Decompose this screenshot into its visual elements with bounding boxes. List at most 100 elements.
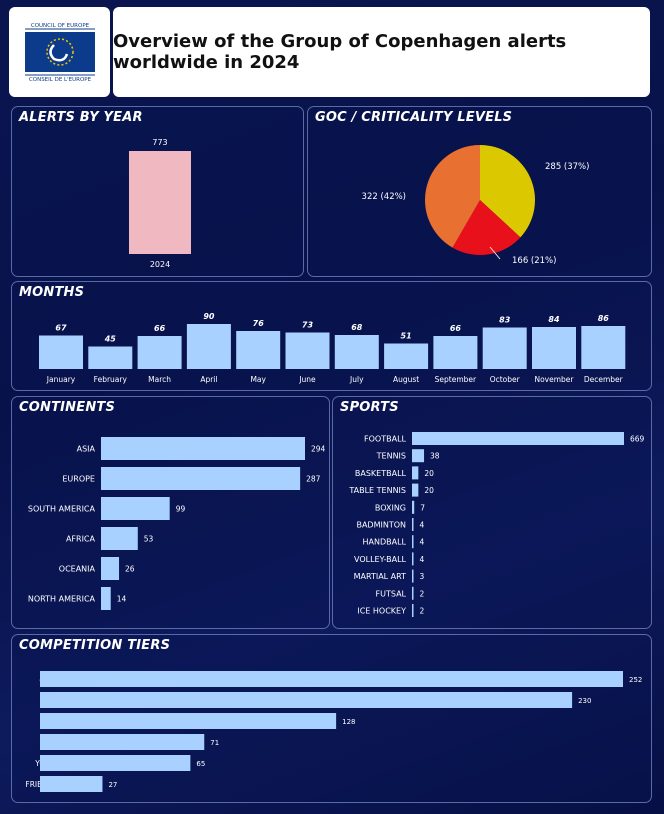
data-label: 4 xyxy=(420,555,425,564)
data-label: 99 xyxy=(176,505,186,514)
data-label-month: 83 xyxy=(499,316,511,325)
bar-month-January xyxy=(39,335,83,369)
category-label: TENNIS xyxy=(376,452,406,461)
tick-label-month: October xyxy=(490,375,521,384)
category-label: FUTSAL xyxy=(376,589,407,598)
bar-continents-2 xyxy=(101,497,170,520)
data-label-month: 68 xyxy=(351,323,363,332)
panel-months: MONTHS 67 January 45 February 66 March 90 April… xyxy=(11,281,652,391)
data-label: 20 xyxy=(424,486,434,495)
bar-sports-3 xyxy=(412,483,419,497)
bar-sports-7 xyxy=(412,552,414,566)
bar-month-August xyxy=(384,343,429,369)
header-title-box: Overview of the Group of Copenhagen aler… xyxy=(113,7,650,97)
bar-sports-2 xyxy=(412,466,419,480)
data-label: 230 xyxy=(578,697,591,705)
data-label: 287 xyxy=(306,475,321,484)
bar-sports-10 xyxy=(412,604,414,617)
page-title: Overview of the Group of Copenhagen aler… xyxy=(113,31,567,73)
bar-tiers-0 xyxy=(40,671,623,687)
category-label: BADMINTON xyxy=(356,521,406,530)
tick-label-month: September xyxy=(435,375,477,384)
data-label-month: 66 xyxy=(154,324,166,333)
category-label: TABLE TENNIS xyxy=(348,486,406,495)
bar-tiers-3 xyxy=(40,734,205,750)
pie-slice-0 xyxy=(480,145,535,238)
bar-month-June xyxy=(285,332,330,369)
data-label-month: 76 xyxy=(253,319,265,328)
bar-month-December xyxy=(581,326,626,369)
data-label-month: 51 xyxy=(401,332,412,341)
chart-competition-tiers: 4 & +25212302128371YOUTH65FRIENDLY27 xyxy=(25,671,642,792)
data-label: 252 xyxy=(629,676,642,684)
bar-sports-9 xyxy=(412,586,414,600)
data-label-month: 84 xyxy=(548,315,560,324)
data-label: 4 xyxy=(420,538,425,547)
bar-sports-5 xyxy=(412,518,414,531)
bar-tiers-5 xyxy=(40,776,103,792)
chart-months: 67 January 45 February 66 March 90 April 76 May 73… xyxy=(39,312,626,384)
data-label-month: 66 xyxy=(450,324,462,333)
tick-label-month: February xyxy=(94,375,128,384)
pie-slice-1 xyxy=(452,200,521,255)
category-label: FOOTBALL xyxy=(364,435,407,444)
panel-sports: SPORTS FOOTBALL 669 TENNIS 38 BASKETBALL 20 TA… xyxy=(332,396,652,629)
chart-sports: FOOTBALL 669 TENNIS 38 BASKETBALL 20 TABLE TEN… xyxy=(348,432,645,617)
panel-competition-tiers: COMPETITION TIERS 4 & +25212302128371YOU… xyxy=(11,634,652,803)
tick-label-month: June xyxy=(298,375,316,384)
pie-leader-line xyxy=(489,246,501,260)
pie-label-0: 285 (37%) xyxy=(545,162,589,172)
category-label: VOLLEY-BALL xyxy=(354,555,407,564)
bar-month-February xyxy=(88,346,133,369)
bar-sports-6 xyxy=(412,535,414,549)
data-label: 38 xyxy=(430,452,440,461)
bar-month-November xyxy=(532,327,576,369)
data-label: 669 xyxy=(630,435,645,444)
bar-tiers-1 xyxy=(40,692,573,708)
bar-month-October xyxy=(482,327,527,369)
bar-year-2024 xyxy=(129,151,191,254)
bar-month-March xyxy=(137,336,182,369)
bar-continents-0 xyxy=(101,437,305,460)
data-label: 294 xyxy=(311,445,326,454)
bar-tiers-4 xyxy=(40,755,191,771)
category-label: BOXING xyxy=(375,503,406,512)
category-label: EUROPE xyxy=(62,475,95,484)
category-label: SOUTH AMERICA xyxy=(28,505,96,514)
panel-title-sports: SPORTS xyxy=(340,400,399,415)
tick-label-year: 2024 xyxy=(150,260,170,269)
data-label: 4 xyxy=(420,521,425,530)
tick-label-month: April xyxy=(200,375,217,384)
data-label: 2 xyxy=(420,589,425,598)
tick-label-month: January xyxy=(46,375,76,384)
panel-title-alerts-by-year: ALERTS BY YEAR xyxy=(19,110,143,125)
data-label: 53 xyxy=(144,535,154,544)
pie-slice-2 xyxy=(425,145,480,248)
data-label: 71 xyxy=(210,739,219,747)
tick-label-month: July xyxy=(349,375,364,384)
bar-continents-5 xyxy=(101,587,111,610)
bar-month-July xyxy=(334,335,379,369)
data-label-month: 73 xyxy=(302,321,314,330)
data-label: 2 xyxy=(420,607,425,616)
bar-sports-0 xyxy=(412,432,624,445)
data-label: 20 xyxy=(424,469,434,478)
data-label-year: 773 xyxy=(152,138,167,147)
data-label-month: 45 xyxy=(104,335,117,344)
tick-label-month: December xyxy=(584,375,624,384)
tick-label-month: November xyxy=(534,375,574,384)
panel-title-months: MONTHS xyxy=(19,285,85,300)
council-of-europe-logo: COUNCIL OF EUROPE CONSEIL DE L'EUROPE xyxy=(9,7,110,97)
data-label: 7 xyxy=(420,503,425,512)
category-label: HANDBALL xyxy=(362,538,406,547)
panel-title-competition-tiers: COMPETITION TIERS xyxy=(19,638,171,653)
bar-month-September xyxy=(433,336,478,369)
tick-label-month: May xyxy=(250,375,266,384)
data-label-month: 90 xyxy=(203,312,215,321)
data-label: 3 xyxy=(420,572,425,581)
bar-continents-3 xyxy=(101,527,138,550)
bar-continents-1 xyxy=(101,467,301,490)
pie-label-2: 322 (42%) xyxy=(362,192,406,202)
data-label: 14 xyxy=(117,595,127,604)
tick-label-month: August xyxy=(393,375,419,384)
